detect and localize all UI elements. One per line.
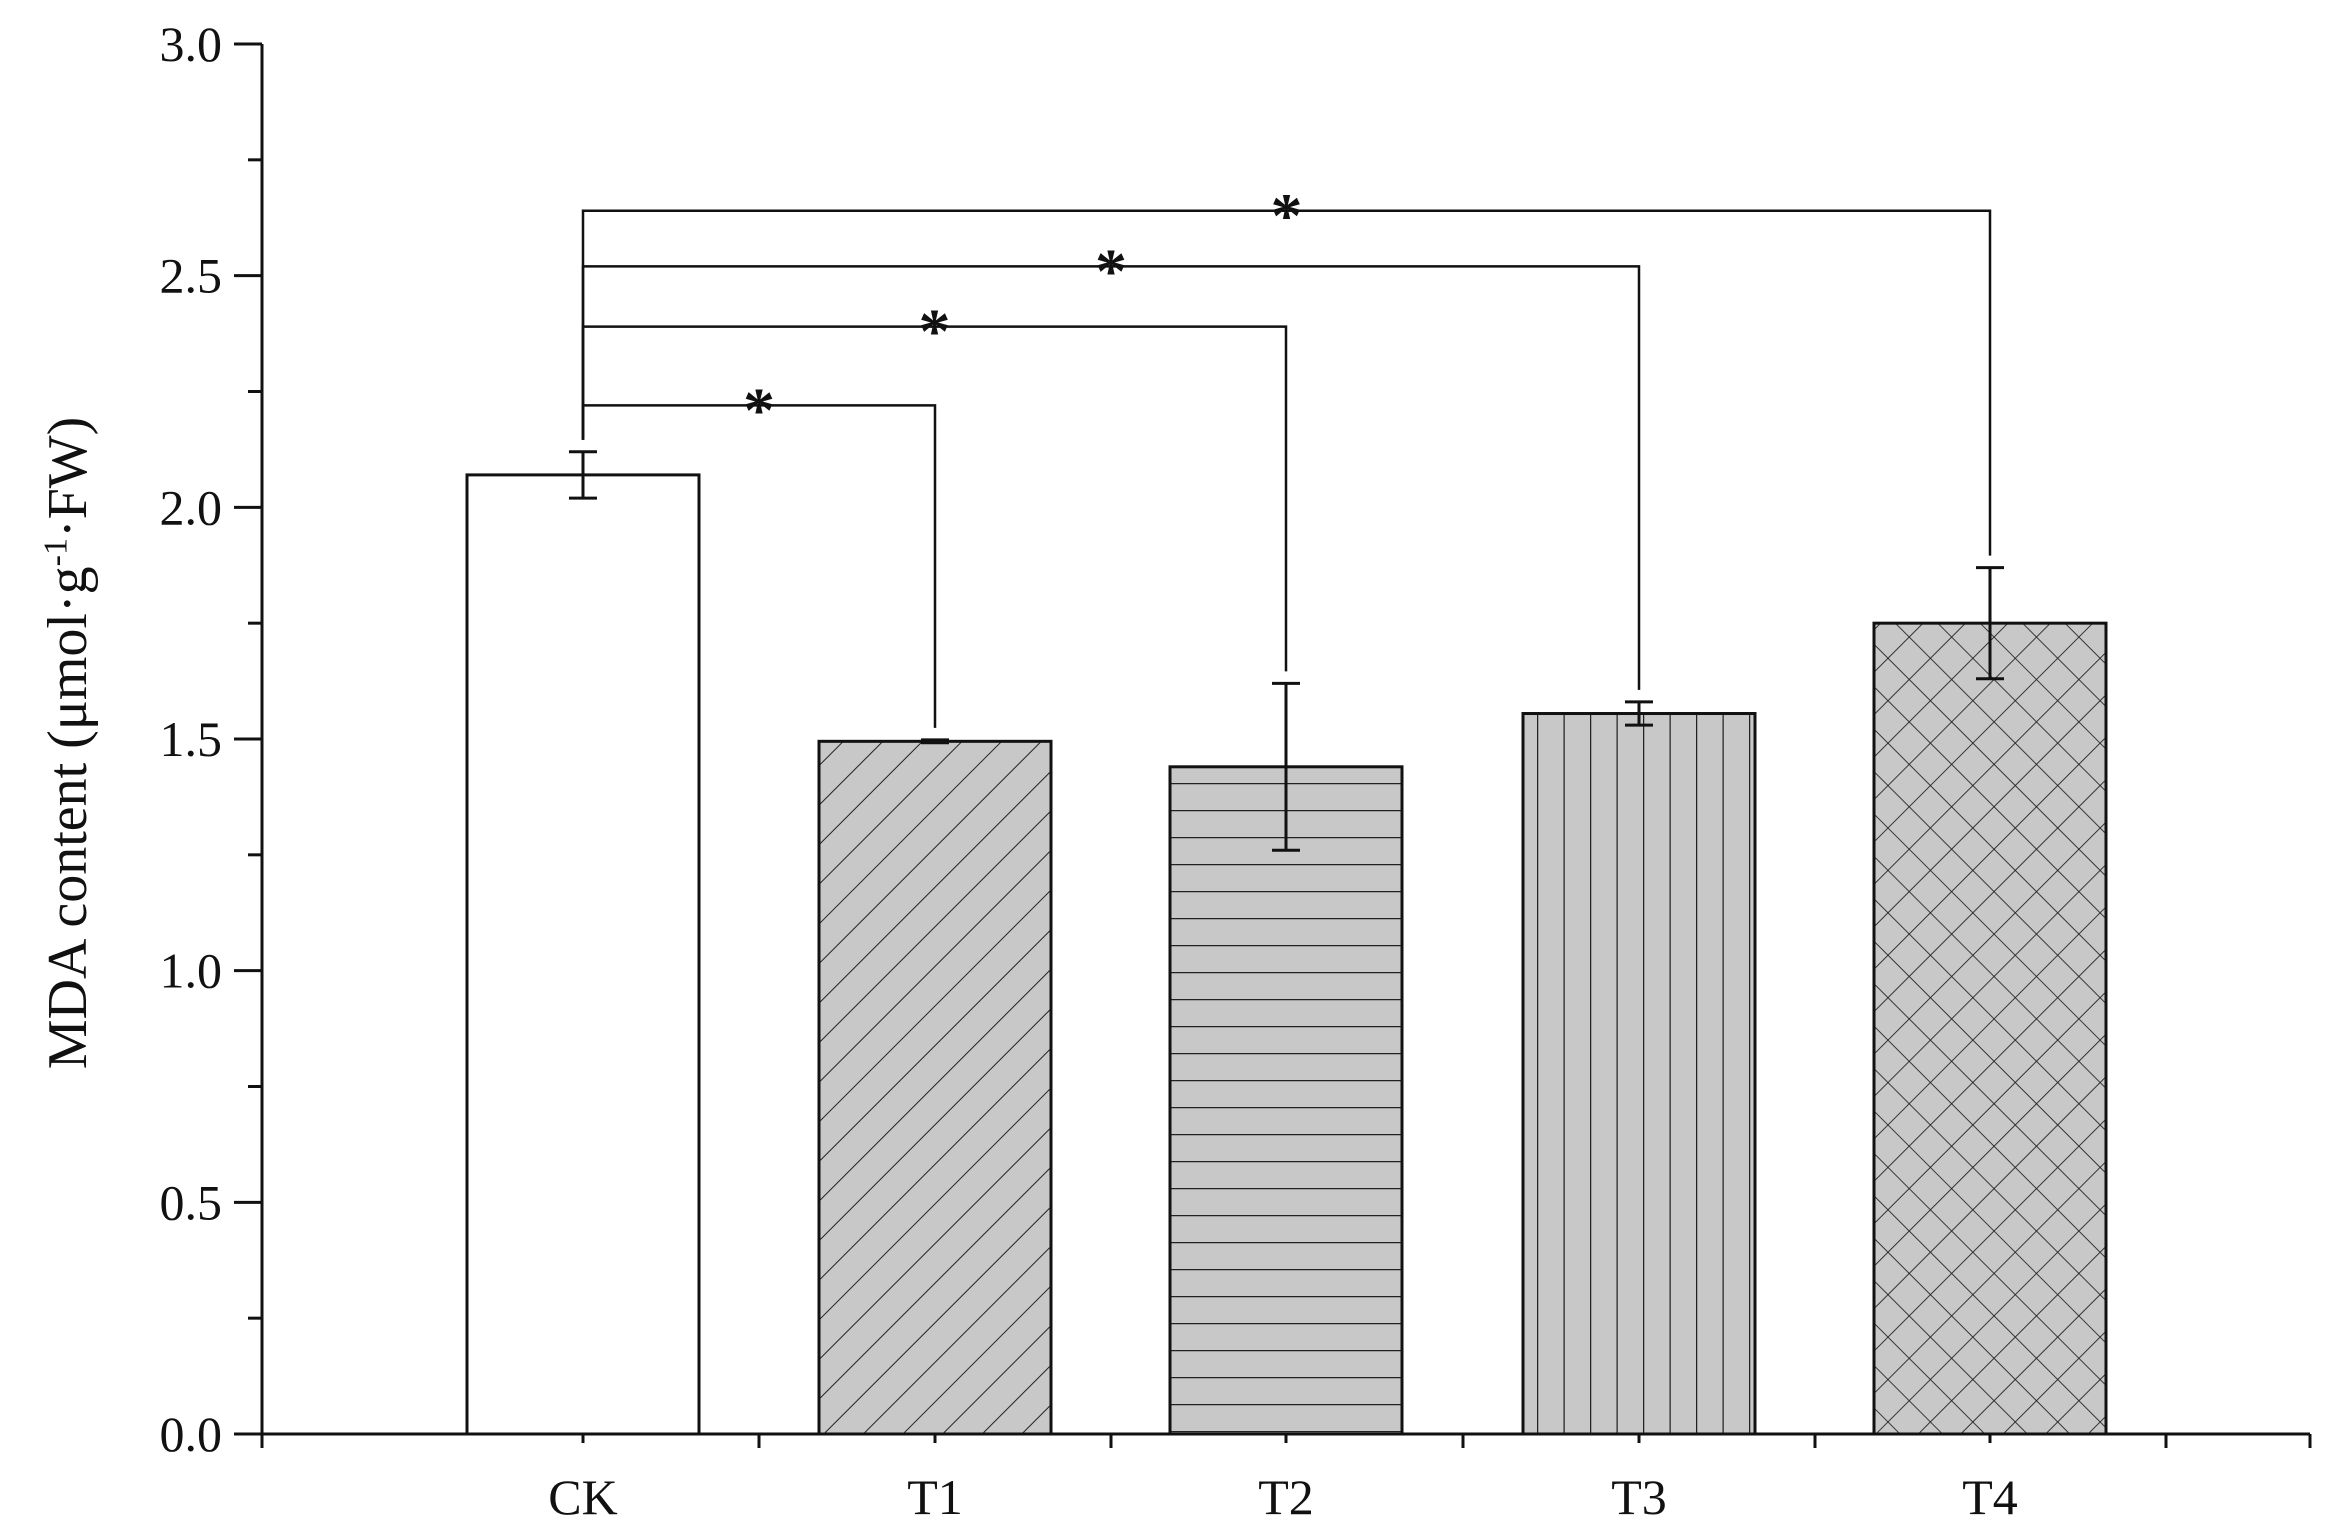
- significance-star: *: [1271, 180, 1303, 251]
- x-tick-label: T4: [1962, 1469, 2018, 1519]
- significance-star: *: [919, 296, 951, 367]
- y-tick-label: 2.0: [160, 479, 223, 535]
- y-tick-label: 1.0: [160, 943, 223, 999]
- significance-bracket: [581, 265, 1641, 690]
- significance-star: *: [1095, 235, 1127, 306]
- y-tick-label: 0.0: [160, 1406, 223, 1462]
- bar-t2: [1168, 765, 1404, 1436]
- y-tick-label: 2.5: [160, 248, 223, 304]
- y-tick-label: 0.5: [160, 1174, 223, 1230]
- bar-ck: [465, 473, 701, 1436]
- significance-star: *: [743, 374, 775, 445]
- x-tick-label: CK: [548, 1469, 617, 1519]
- x-tick-label: T2: [1258, 1469, 1314, 1519]
- y-axis-label: MDA content (μmol·g-1·FW): [37, 416, 99, 1070]
- bar-t3: [1521, 712, 1757, 1436]
- y-tick-label: 1.5: [160, 711, 223, 767]
- bar-t1: [817, 739, 1053, 1436]
- x-tick-label: T3: [1611, 1469, 1667, 1519]
- bar-t4: [1872, 621, 2108, 1436]
- y-tick-label: 3.0: [160, 16, 223, 72]
- significance-bracket: [581, 209, 1992, 556]
- x-tick-label: T1: [907, 1469, 963, 1519]
